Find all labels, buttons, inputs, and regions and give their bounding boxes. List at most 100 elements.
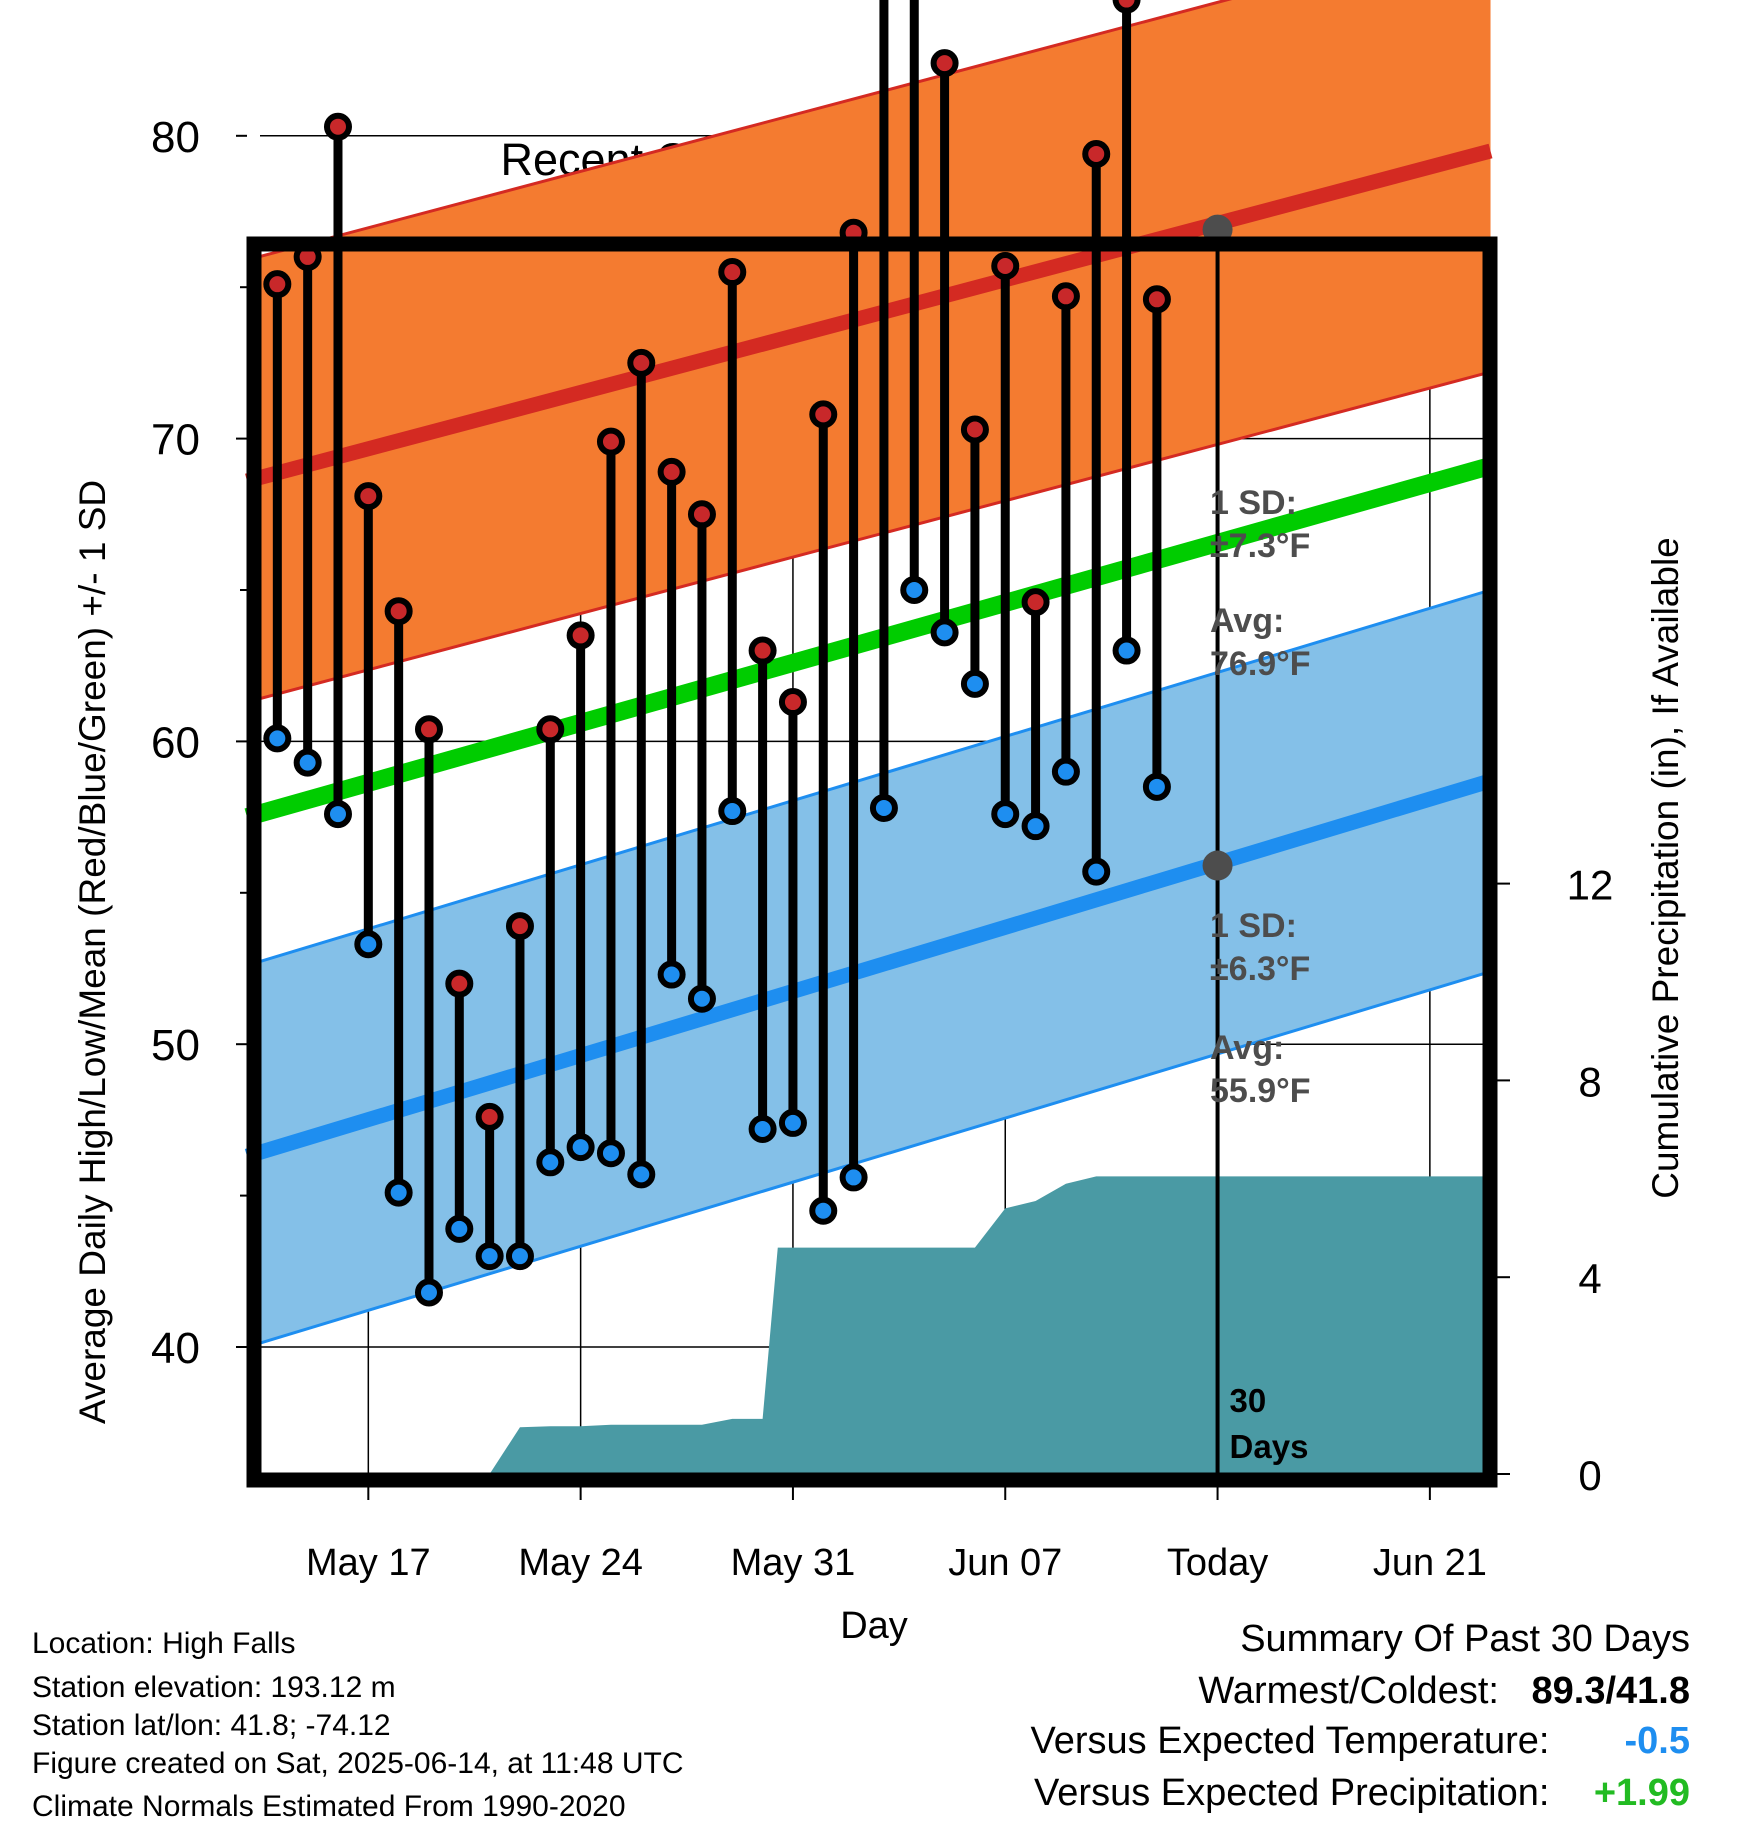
- low-temp-point: [1112, 636, 1141, 665]
- high-avg-annotation-line1: Avg:: [1210, 602, 1284, 640]
- high-temp-point: [1082, 139, 1111, 168]
- plot-frame: [246, 236, 1498, 1488]
- low-avg-marker: [1202, 850, 1233, 881]
- high-temp-point: [505, 912, 534, 941]
- low-sd-lower-edge: [246, 970, 1491, 1349]
- precipitation-area: [247, 1176, 1491, 1474]
- low-temp-point: [960, 669, 989, 698]
- x-tick-label: May 31: [731, 1542, 856, 1584]
- high-sd-upper-edge: [246, 0, 1233, 262]
- low-temp-point: [596, 1139, 625, 1168]
- high-avg-annotation-line2: 76.9°F: [1210, 645, 1311, 683]
- low-temp-point: [627, 1160, 656, 1189]
- low-temp-point: [263, 724, 292, 753]
- low-sd-annotation-line1: 1 SD:: [1210, 907, 1297, 945]
- high-temp-point: [536, 715, 565, 744]
- low-temp-point: [809, 1196, 838, 1225]
- y2-axis-label: Cumulative Precipitation (in), If Availa…: [1645, 537, 1686, 1199]
- low-temp-point: [687, 984, 716, 1013]
- high-temp-point: [778, 688, 807, 717]
- high-normal-line: [245, 143, 1493, 489]
- high-temp-point: [263, 270, 292, 299]
- high-temp-point: [566, 621, 595, 650]
- high-temp-point: [1112, 0, 1141, 14]
- y-axis-label: Average Daily High/Low/Mean (Red/Blue/Gr…: [72, 480, 113, 1424]
- info-created: Figure created on Sat, 2025-06-14, at 11…: [32, 1747, 684, 1780]
- low-temp-point: [505, 1242, 534, 1271]
- y-tick-label: 60: [151, 718, 200, 767]
- low-temp-point: [1021, 812, 1050, 841]
- high-temp-point: [718, 258, 747, 287]
- low-temp-point: [839, 1163, 868, 1192]
- summary-title: Summary Of Past 30 Days: [1240, 1618, 1690, 1660]
- high-temp-point: [384, 597, 413, 626]
- low-avg-annotation-line2: 55.9°F: [1210, 1072, 1311, 1110]
- low-temp-point: [445, 1214, 474, 1243]
- high-temp-point: [809, 400, 838, 429]
- high-sd-band: [247, 0, 1491, 703]
- high-temp-point: [657, 457, 686, 486]
- low-temp-point: [536, 1148, 565, 1177]
- low-temp-point: [930, 618, 959, 647]
- y-tick-label: 80: [151, 113, 200, 162]
- high-temp-point: [960, 415, 989, 444]
- info-elevation: Station elevation: 193.12 m: [32, 1671, 396, 1704]
- x-tick-label: Today: [1167, 1542, 1268, 1584]
- low-temp-point: [475, 1242, 504, 1271]
- low-temp-point: [900, 576, 929, 604]
- low-temp-point: [323, 800, 352, 829]
- x-tick-label: Jun 07: [948, 1542, 1062, 1584]
- high-temp-point: [1142, 285, 1171, 314]
- y2-tick-label: 8: [1578, 1058, 1601, 1105]
- high-temp-point: [354, 482, 383, 511]
- high-temp-point: [475, 1102, 504, 1131]
- y2-tick-label: 4: [1578, 1255, 1601, 1302]
- high-temp-point: [1021, 588, 1050, 617]
- low-temp-point: [293, 748, 322, 777]
- high-temp-point: [414, 715, 443, 744]
- low-sd-upper-edge: [246, 588, 1491, 967]
- summary-temp-value: -0.5: [1624, 1720, 1690, 1762]
- summary-precip-value: +1.99: [1593, 1772, 1690, 1814]
- today-label-line2: Days: [1230, 1428, 1309, 1465]
- low-temp-point: [1051, 757, 1080, 786]
- summary-precip-label: Versus Expected Precipitation:: [1034, 1772, 1550, 1814]
- low-temp-point: [384, 1178, 413, 1207]
- info-normals: Climate Normals Estimated From 1990-2020: [32, 1790, 626, 1823]
- low-avg-annotation-line1: Avg:: [1210, 1029, 1284, 1067]
- low-temp-point: [414, 1278, 443, 1307]
- x-tick-label: Jun 21: [1373, 1542, 1487, 1584]
- plot-area: 30 Days 1 SD: ±7.3°F Avg: 76.9°F 1 SD: ±6.3°F Av…: [151, 0, 1613, 1584]
- high-temp-point: [1051, 282, 1080, 311]
- high-temp-point: [930, 49, 959, 78]
- summary-temp: Versus Expected Temperature: -0.5: [1031, 1720, 1690, 1763]
- y2-tick-label: 12: [1567, 862, 1614, 909]
- high-sd-annotation-line1: 1 SD:: [1210, 484, 1297, 522]
- high-sd-lower-edge: [246, 370, 1491, 704]
- low-temp-point: [1082, 857, 1111, 886]
- low-temp-point: [869, 794, 898, 823]
- low-temp-point: [748, 1114, 777, 1143]
- summary-precip: Versus Expected Precipitation: +1.99: [1034, 1772, 1690, 1815]
- x-tick-label: May 24: [518, 1542, 643, 1584]
- high-temp-point: [687, 500, 716, 529]
- high-temp-point: [323, 112, 352, 141]
- today-label-line1: 30: [1230, 1382, 1267, 1419]
- low-normal-line: [244, 773, 1493, 1164]
- low-temp-point: [718, 797, 747, 826]
- summary-temp-label: Versus Expected Temperature:: [1030, 1720, 1550, 1762]
- y2-tick-label: 0: [1578, 1452, 1601, 1499]
- y-tick-label: 70: [151, 416, 200, 465]
- low-temp-point: [354, 930, 383, 959]
- low-temp-point: [657, 960, 686, 989]
- low-temp-point: [566, 1133, 595, 1162]
- x-axis-label: Day: [840, 1605, 908, 1647]
- low-temp-point: [778, 1108, 807, 1137]
- high-sd-annotation-line2: ±7.3°F: [1210, 527, 1310, 565]
- x-tick-label: May 17: [306, 1542, 431, 1584]
- info-latlon: Station lat/lon: 41.8; -74.12: [32, 1709, 391, 1742]
- high-temp-point: [627, 348, 656, 377]
- summary-warm-cold-label: Warmest/Coldest:: [1198, 1670, 1499, 1712]
- high-temp-point: [991, 252, 1020, 281]
- high-temp-point: [748, 636, 777, 665]
